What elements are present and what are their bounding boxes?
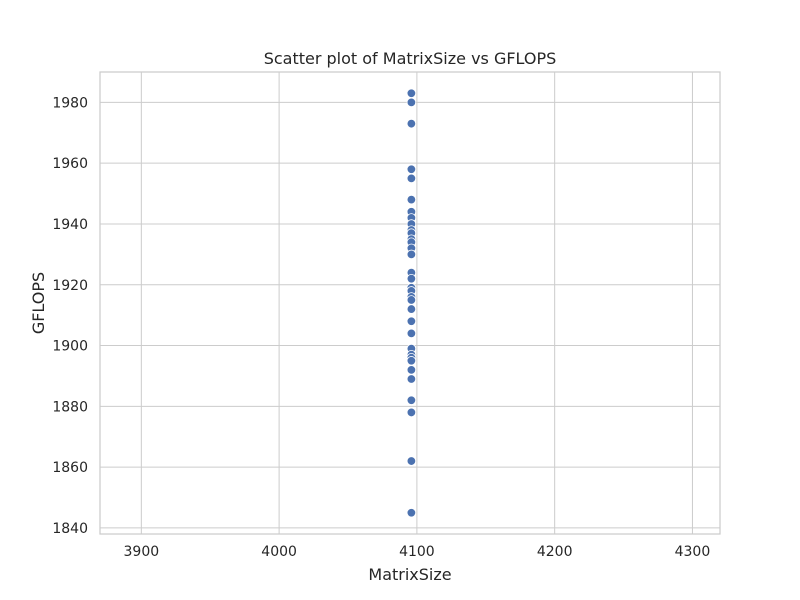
scatter-point [406, 249, 417, 260]
y-axis-label: GFLOPS [29, 272, 48, 334]
scatter-point [406, 164, 417, 174]
plot-frame [99, 71, 721, 535]
scatter-point [406, 395, 417, 405]
y-tick-label: 1900 [52, 339, 88, 355]
x-tick-label: 4000 [261, 544, 297, 560]
y-tick-label: 1980 [52, 95, 88, 111]
scatter-point [406, 173, 417, 184]
scatter-point [406, 456, 417, 466]
y-tick-label: 1880 [52, 399, 88, 415]
y-tick-label: 1960 [52, 156, 88, 172]
scatter-point [406, 508, 417, 518]
x-tick-label: 4300 [675, 544, 711, 560]
scatter-point [406, 118, 417, 129]
y-tick-labels: 1840 1860 1880 1900 1920 1940 1960 1980 [52, 95, 88, 537]
scatter-point [406, 328, 417, 339]
x-tick-label: 4100 [399, 544, 435, 560]
scatter-point [406, 88, 417, 98]
x-tick-labels: 3900 4000 4100 4200 4300 [124, 544, 711, 560]
scatter-point [406, 407, 417, 418]
x-tick-label: 4200 [537, 544, 573, 560]
y-tick-label: 1840 [52, 521, 88, 537]
y-tick-label: 1860 [52, 460, 88, 476]
chart-title: Scatter plot of MatrixSize vs GFLOPS [264, 49, 557, 68]
scatter-point [406, 295, 417, 305]
scatter-point [406, 365, 417, 375]
x-axis-label: MatrixSize [368, 565, 451, 584]
scatter-point [406, 194, 417, 205]
scatter-point [406, 316, 417, 326]
y-tick-label: 1940 [52, 217, 88, 233]
x-tick-label: 3900 [124, 544, 160, 560]
data-points [406, 88, 417, 518]
scatter-point [406, 374, 417, 384]
scatter-point [406, 97, 417, 108]
scatter-point [406, 356, 417, 366]
scatter-point [406, 304, 417, 314]
scatter-point [406, 273, 417, 284]
y-tick-label: 1920 [52, 278, 88, 294]
